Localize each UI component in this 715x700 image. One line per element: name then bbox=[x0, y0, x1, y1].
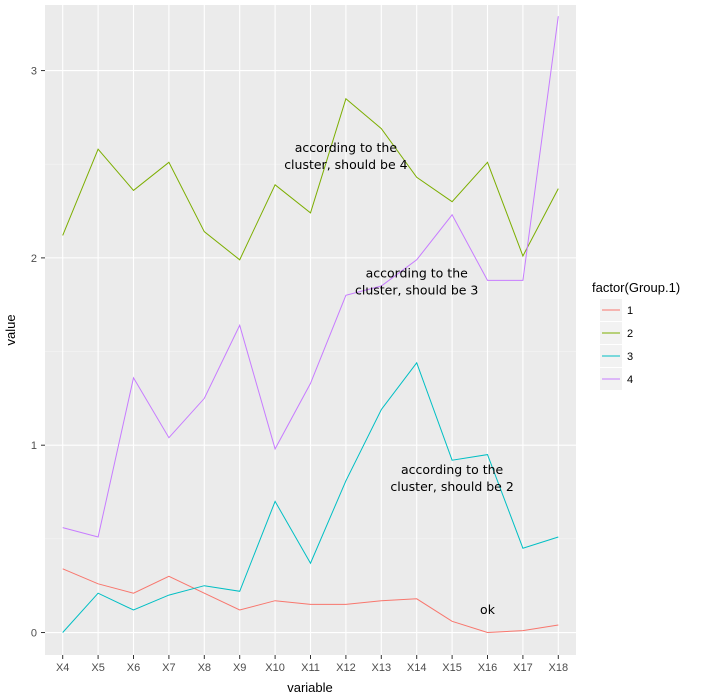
y-tick-label: 2 bbox=[31, 253, 37, 265]
annotation-3: ok bbox=[480, 602, 496, 617]
grid-lines bbox=[45, 5, 576, 655]
x-tick-label: X11 bbox=[301, 662, 320, 674]
annotation-0: according to the cluster, should be 4 bbox=[284, 140, 407, 172]
x-tick-label: X6 bbox=[127, 662, 140, 674]
annotation-line: cluster, should be 2 bbox=[390, 479, 513, 494]
x-tick-label: X10 bbox=[265, 662, 285, 674]
y-tick-label: 1 bbox=[31, 440, 37, 452]
x-tick-label: X17 bbox=[513, 662, 533, 674]
x-tick-label: X4 bbox=[56, 662, 69, 674]
series-line-2 bbox=[62, 97, 559, 261]
annotation-2: according to the cluster, should be 2 bbox=[390, 462, 513, 494]
annotation-line: according to the bbox=[401, 462, 504, 477]
legend-label-1: 1 bbox=[627, 305, 633, 317]
y-tick-label: 3 bbox=[31, 66, 37, 78]
legend-label-2: 2 bbox=[627, 328, 633, 340]
legend-label-4: 4 bbox=[627, 374, 633, 386]
series-line-4 bbox=[62, 16, 559, 538]
annotation-line: according to the bbox=[295, 140, 398, 155]
series-line-1 bbox=[62, 568, 559, 634]
legend-title: factor(Group.1) bbox=[592, 280, 680, 295]
x-tick-label: X18 bbox=[549, 662, 569, 674]
x-axis-title: variable bbox=[287, 680, 333, 695]
annotation-line: according to the bbox=[366, 265, 469, 280]
x-tick-label: X12 bbox=[336, 662, 356, 674]
annotation-line: cluster, should be 3 bbox=[355, 282, 478, 297]
y-axis-title: value bbox=[3, 314, 18, 345]
x-tick-label: X14 bbox=[407, 662, 427, 674]
x-tick-label: X7 bbox=[162, 662, 175, 674]
annotation-line: ok bbox=[480, 602, 496, 617]
series-line-3 bbox=[62, 361, 559, 633]
annotation-1: according to the cluster, should be 3 bbox=[355, 265, 478, 297]
annotation-line: cluster, should be 4 bbox=[284, 157, 407, 172]
legend-label-3: 3 bbox=[627, 351, 633, 363]
x-tick-label: X8 bbox=[198, 662, 211, 674]
annotations-layer: according to the cluster, should be 4acco… bbox=[284, 140, 514, 617]
x-tick-label: X9 bbox=[233, 662, 246, 674]
series-layer bbox=[62, 16, 559, 634]
y-tick-label: 0 bbox=[31, 628, 37, 640]
x-tick-label: X5 bbox=[91, 662, 104, 674]
axes: 0 1 2 3 X4 X5 X6 X7 X8 X9 X10 X11 X12 X13 X14 X15 X16 X17… bbox=[31, 66, 568, 674]
x-tick-label: X16 bbox=[478, 662, 498, 674]
legend: factor(Group.1) 1 2 3 4 bbox=[592, 280, 680, 390]
x-tick-label: X13 bbox=[372, 662, 392, 674]
x-tick-label: X15 bbox=[442, 662, 462, 674]
